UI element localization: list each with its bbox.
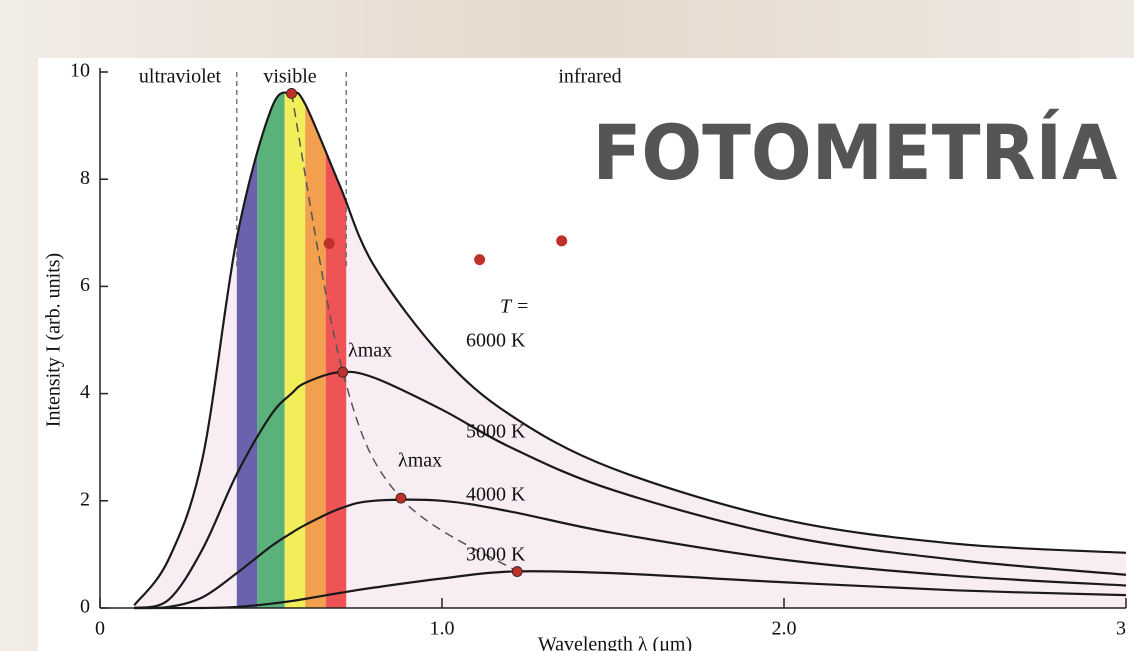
region-label: infrared bbox=[558, 66, 621, 88]
spectrum-band bbox=[257, 72, 284, 608]
region-label: ultraviolet bbox=[139, 66, 222, 88]
y-axis-label: Intensity I (arb. units) bbox=[43, 253, 65, 427]
peak-marker bbox=[396, 493, 406, 503]
chart: 0 2 4 6 8 10 0 1.0 2.0 3 ultraviolet visible infrar… bbox=[0, 0, 1134, 651]
dot bbox=[474, 254, 485, 265]
y-tick-label: 10 bbox=[70, 60, 90, 82]
temperature-label: T = bbox=[500, 296, 529, 318]
y-tick-label: 8 bbox=[80, 167, 90, 189]
dot bbox=[556, 235, 567, 246]
peak-marker bbox=[512, 567, 522, 577]
title: FOTOMETRÍA bbox=[593, 108, 1118, 197]
region-label: visible bbox=[263, 66, 316, 88]
y-tick-label: 6 bbox=[80, 274, 90, 296]
x-axis-label: Wavelength λ (μm) bbox=[538, 634, 692, 651]
curve-label: 6000 K bbox=[466, 330, 526, 352]
spectrum-band bbox=[305, 72, 326, 608]
peak-marker bbox=[287, 88, 297, 98]
x-tick-label: 0 bbox=[95, 618, 105, 640]
y-tick-label: 2 bbox=[80, 488, 90, 510]
peak-label: λmax bbox=[398, 450, 442, 472]
x-tick-label: 2.0 bbox=[772, 618, 797, 640]
dot bbox=[324, 238, 335, 249]
x-tick-label: 1.0 bbox=[430, 618, 455, 640]
x-tick-label: 3 bbox=[1116, 618, 1126, 640]
curve-label: 3000 K bbox=[466, 544, 526, 566]
curve-label: 5000 K bbox=[466, 421, 526, 443]
peak-label: λmax bbox=[348, 340, 392, 362]
peak-marker bbox=[338, 367, 348, 377]
y-tick-label: 4 bbox=[80, 381, 90, 403]
curve-label: 4000 K bbox=[466, 484, 526, 506]
y-tick-label: 0 bbox=[80, 596, 90, 618]
